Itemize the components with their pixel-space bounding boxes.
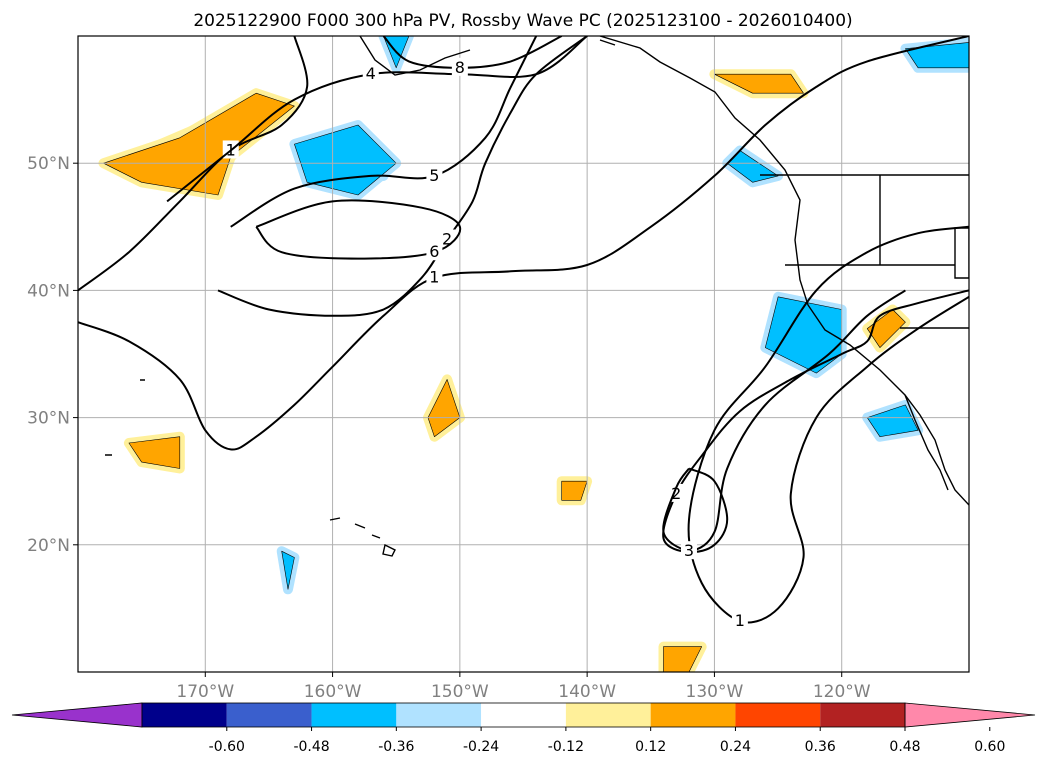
pv-contour-label: 4 xyxy=(366,64,376,83)
pv-contour-label: 6 xyxy=(429,242,439,261)
pv-contour-label: 1 xyxy=(735,611,745,630)
colorbar-tick-label: -0.12 xyxy=(548,739,584,755)
tick-label-lat: 50°N xyxy=(27,154,70,174)
colorbar-swatch xyxy=(650,703,736,727)
colorbar-swatch xyxy=(142,703,227,727)
map-frame xyxy=(77,35,970,673)
colorbar-tick-label: -0.48 xyxy=(293,739,329,755)
colorbar-swatch xyxy=(311,703,397,727)
anomaly-patch xyxy=(281,550,295,590)
colorbar-swatch xyxy=(226,703,312,727)
colorbar-swatch xyxy=(396,703,482,727)
pv-contour-label: 5 xyxy=(429,166,439,185)
pv-contour-label: 3 xyxy=(684,541,694,560)
anomaly-patch xyxy=(294,124,397,196)
tick-label-lon: 140°W xyxy=(558,682,616,702)
anomaly-patch xyxy=(866,309,906,348)
pv-contour-label-bg xyxy=(451,57,468,76)
pv-contour-line xyxy=(687,225,969,624)
pv-contour-line xyxy=(662,467,729,553)
colorbar-tick-label: -0.24 xyxy=(463,739,499,755)
anomaly-patch xyxy=(764,296,843,374)
anomaly-patch xyxy=(128,436,181,469)
anomaly-patch xyxy=(427,379,461,438)
chart-title: 2025122900 F000 300 hPa PV, Rossby Wave … xyxy=(193,11,852,31)
colorbar-tick-label: 0.24 xyxy=(720,739,751,755)
pv-contour-line xyxy=(255,199,462,260)
pv-contour-label: 8 xyxy=(455,58,465,77)
colorbar-extend-high xyxy=(904,702,1036,728)
tick-label-lon: 150°W xyxy=(431,682,489,702)
tick-label-lon: 170°W xyxy=(176,682,234,702)
colorbar-tick-label: 0.48 xyxy=(889,739,920,755)
colorbar: -0.60 -0.48 -0.36 -0.24 -0.12 0.12 0.24 0.36 0.4… xyxy=(11,702,1036,755)
gridlines xyxy=(78,36,969,672)
tick-label-lat: 30°N xyxy=(27,409,70,429)
colorbar-tick-label: -0.36 xyxy=(378,739,414,755)
pv-contour-label-bg xyxy=(426,242,443,261)
tick-label-lat: 40°N xyxy=(27,281,70,301)
colorbar-swatch xyxy=(565,703,651,727)
colorbar-tick-label: -0.60 xyxy=(209,739,245,755)
tick-label-lat: 20°N xyxy=(27,536,70,556)
tick-label-lon: 130°W xyxy=(686,682,744,702)
colorbar-extend-low xyxy=(11,702,143,728)
pv-contour-label-bg xyxy=(426,267,443,286)
coastlines xyxy=(105,36,969,557)
anomaly-patch xyxy=(663,646,703,672)
colorbar-swatch xyxy=(735,703,821,727)
tick-label-lon: 120°W xyxy=(813,682,871,702)
pv-contour-label: 2 xyxy=(671,484,681,503)
pv-contour-label: 1 xyxy=(429,268,439,287)
pv-contour-label: 2 xyxy=(442,230,452,249)
colorbar-frame xyxy=(141,702,906,728)
colorbar-tick-label: 0.36 xyxy=(805,739,836,755)
anomaly-patch xyxy=(714,73,804,94)
anomaly-patch xyxy=(103,92,295,196)
colorbar-tick-label: 0.12 xyxy=(635,739,666,755)
anomaly-patch xyxy=(905,42,969,69)
anomaly-patch xyxy=(561,480,588,501)
colorbar-tick-label: 0.60 xyxy=(974,739,1005,755)
pv-contour-label-bg xyxy=(426,165,443,184)
anomaly-patch xyxy=(866,404,919,438)
pv-contour-label-bg xyxy=(680,541,697,560)
pv-contour-label-bg xyxy=(362,64,379,83)
axis-ticks: 170°W 160°W 150°W 140°W 130°W 120°W 50°N 40°N 30… xyxy=(27,154,871,702)
tick-label-lon: 160°W xyxy=(304,682,362,702)
pv-contour-label-bg xyxy=(731,611,748,630)
colorbar-swatch xyxy=(481,703,566,727)
colorbar-swatch xyxy=(820,703,905,727)
